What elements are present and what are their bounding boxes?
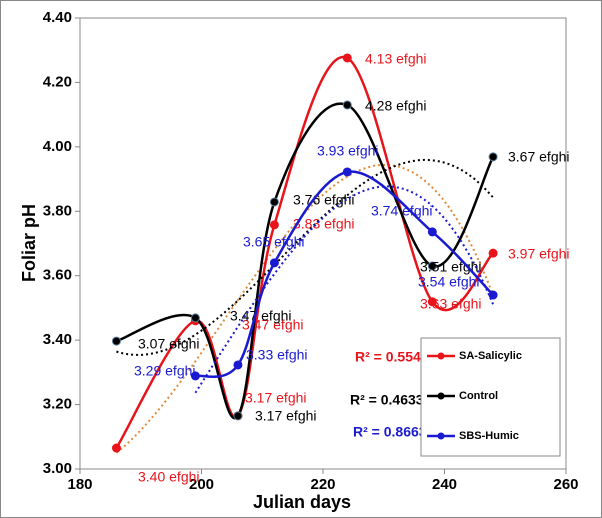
annotation: 3.93 efghi — [317, 143, 379, 159]
data-point — [269, 197, 279, 207]
legend-marker — [437, 392, 445, 400]
x-axis-title: Julian days — [253, 492, 351, 512]
data-point — [342, 100, 352, 110]
annotation: 3.17 efghi — [255, 408, 317, 424]
data-point — [111, 336, 121, 346]
data-point — [269, 258, 279, 268]
x-tick-label: 180 — [67, 476, 92, 493]
y-tick-label: 3.20 — [43, 396, 72, 413]
y-tick-label: 4.40 — [43, 9, 72, 26]
x-tick-label: 240 — [432, 476, 457, 493]
data-point — [190, 313, 200, 323]
annotation: 3.47 efghi — [242, 317, 304, 333]
legend-label: Control — [459, 390, 498, 402]
annotation: 3.74 efghi — [371, 203, 433, 219]
r-squared: R² = 0.5546 — [355, 349, 429, 365]
data-point — [233, 360, 243, 370]
annotation: 3.07 efghi — [138, 336, 200, 352]
data-point — [342, 167, 352, 177]
annotation: 4.13 efghi — [365, 51, 427, 67]
annotation: 3.40 efghi — [138, 469, 200, 485]
y-tick-label: 4.20 — [43, 73, 72, 90]
legend-label: SBS-Humic — [459, 430, 519, 442]
annotation: 3.63 efghi — [420, 296, 482, 312]
data-point — [427, 261, 437, 271]
x-tick-label: 220 — [310, 476, 335, 493]
annotation: 3.29 efghi — [134, 363, 196, 379]
y-axis-title: Foliar pH — [19, 204, 39, 282]
data-point — [488, 290, 498, 300]
annotation: 3.65 efghi — [243, 234, 305, 250]
r-squared: R² = 0.8663 — [353, 424, 427, 440]
y-tick-label: 3.80 — [43, 202, 72, 219]
legend-marker — [437, 432, 445, 440]
data-point — [427, 297, 437, 307]
annotation: 3.97 efghi — [508, 246, 570, 262]
y-tick-label: 4.00 — [43, 138, 72, 155]
y-tick-label: 3.40 — [43, 331, 72, 348]
data-point — [269, 220, 279, 230]
x-tick-label: 260 — [553, 476, 578, 493]
annotation: 3.47 efghi — [230, 308, 292, 324]
data-point — [488, 248, 498, 258]
data-point — [488, 152, 498, 162]
data-point — [427, 227, 437, 237]
data-point — [190, 371, 200, 381]
annotation: 3.54 efghi — [418, 274, 480, 290]
annotation: 4.28 efghi — [365, 98, 427, 114]
x-tick-label: 200 — [189, 476, 214, 493]
annotation: 3.33 efghi — [246, 347, 308, 363]
annotation: 3.76 efghi — [293, 192, 355, 208]
annotation: 3.51 efghi — [420, 259, 482, 275]
trendline — [194, 185, 495, 394]
y-tick-label: 3.00 — [43, 460, 72, 477]
r-squared: R² = 0.4633 — [350, 392, 424, 408]
data-point — [342, 53, 352, 63]
y-tick-label: 3.60 — [43, 267, 72, 284]
legend-label: SA-Salicylic — [459, 350, 522, 362]
data-point — [233, 411, 243, 421]
annotation: 3.67 efghi — [508, 149, 570, 165]
legend-marker — [437, 352, 445, 360]
annotation: 3.83 efghi — [293, 216, 355, 232]
data-point — [111, 443, 121, 453]
annotation: 3.17 efghi — [245, 390, 307, 406]
